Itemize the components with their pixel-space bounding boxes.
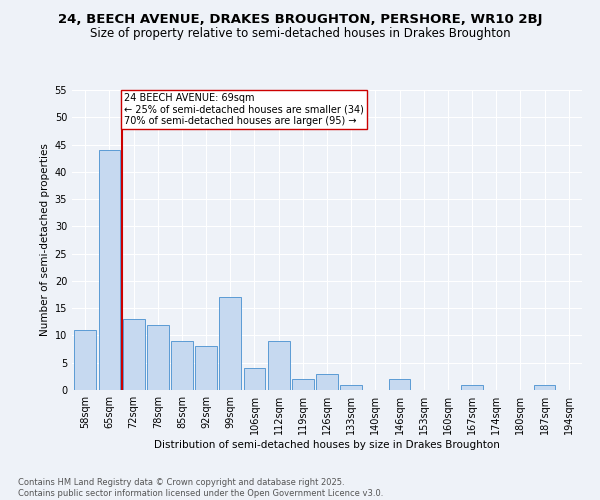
Bar — [123, 319, 145, 390]
Bar — [389, 379, 410, 390]
Bar — [292, 379, 314, 390]
X-axis label: Distribution of semi-detached houses by size in Drakes Broughton: Distribution of semi-detached houses by … — [154, 440, 500, 450]
Bar — [316, 374, 338, 390]
Y-axis label: Number of semi-detached properties: Number of semi-detached properties — [40, 144, 50, 336]
Bar — [461, 384, 483, 390]
Bar — [244, 368, 265, 390]
Bar — [220, 298, 241, 390]
Bar — [98, 150, 121, 390]
Text: 24, BEECH AVENUE, DRAKES BROUGHTON, PERSHORE, WR10 2BJ: 24, BEECH AVENUE, DRAKES BROUGHTON, PERS… — [58, 12, 542, 26]
Bar — [340, 384, 362, 390]
Text: Size of property relative to semi-detached houses in Drakes Broughton: Size of property relative to semi-detach… — [89, 28, 511, 40]
Bar — [171, 341, 193, 390]
Bar — [195, 346, 217, 390]
Bar — [533, 384, 556, 390]
Bar — [268, 341, 290, 390]
Bar — [147, 324, 169, 390]
Text: Contains HM Land Registry data © Crown copyright and database right 2025.
Contai: Contains HM Land Registry data © Crown c… — [18, 478, 383, 498]
Text: 24 BEECH AVENUE: 69sqm
← 25% of semi-detached houses are smaller (34)
70% of sem: 24 BEECH AVENUE: 69sqm ← 25% of semi-det… — [124, 92, 364, 126]
Bar — [74, 330, 96, 390]
